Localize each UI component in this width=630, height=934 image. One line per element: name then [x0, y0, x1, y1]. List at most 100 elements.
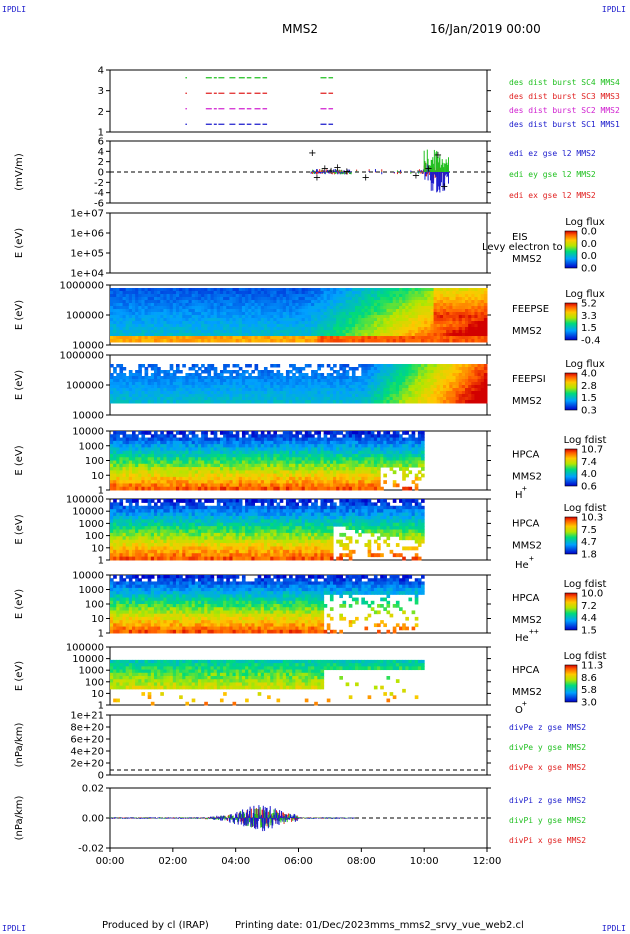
panel-4-cell: [452, 385, 457, 389]
panel-3-cell: [147, 318, 152, 322]
panel-5-cell: [245, 483, 249, 488]
panel-5-cell: [179, 450, 183, 455]
panel-4-cell: [232, 379, 237, 383]
panel-5-cell: [141, 457, 146, 461]
panel-3-cell: [182, 300, 186, 304]
panel-3-cell: [238, 291, 243, 295]
panel-3-cell: [267, 291, 271, 295]
panel-4-cell: [216, 379, 221, 383]
panel-3-cell: [446, 297, 450, 301]
panel-5-cell: [135, 447, 139, 452]
panel-5-cell: [216, 444, 221, 448]
panel-3-cell: [471, 327, 475, 331]
panel-3-cell: [241, 288, 246, 292]
panel-3-cell: [295, 315, 299, 319]
panel-1-ytick-label: 4: [98, 147, 104, 158]
panel-5-cell: [150, 437, 155, 442]
panel-5-cell: [210, 444, 215, 448]
panel-3-cell: [320, 318, 325, 322]
panel-3-cell: [458, 324, 463, 328]
panel-5-cell: [125, 473, 130, 478]
panel-3-cell: [241, 297, 246, 301]
panel-4-cell: [383, 364, 387, 368]
panel-3-cell: [364, 312, 369, 316]
panel-4-cell: [238, 376, 243, 380]
panel-4-cell: [304, 379, 309, 383]
panel-3-cell: [251, 291, 256, 295]
panel-3-cell: [235, 300, 240, 304]
panel-4-cell: [408, 379, 413, 383]
panel-3-cell: [163, 312, 168, 316]
panel-5-cell: [201, 437, 205, 442]
panel-4-cell: [197, 382, 202, 386]
panel-5-cell: [251, 447, 256, 452]
panel-3-cell: [477, 330, 482, 334]
panel-4-cell: [282, 388, 287, 392]
panel-3-cell: [298, 324, 303, 328]
panel-3-cell: [480, 294, 485, 298]
panel-3-cell: [427, 339, 431, 343]
panel-3-cell: [226, 330, 230, 334]
panel-5-cell: [210, 470, 215, 475]
panel-5-cell: [219, 483, 224, 488]
panel-3-cell: [392, 312, 397, 316]
panel-3-cell: [235, 333, 240, 337]
panel-5-cell: [135, 453, 139, 458]
panel-3-cell: [427, 318, 431, 322]
panel-3-cell: [449, 312, 453, 316]
panel-4-cell: [304, 382, 309, 386]
panel-3-cell: [276, 309, 281, 313]
panel-5-cell: [135, 467, 139, 471]
panel-4-cell: [480, 394, 485, 398]
panel-3-cell: [216, 303, 221, 307]
panel-3-cell: [175, 318, 180, 322]
panel-3-cell: [276, 327, 281, 331]
panel-5-cell: [116, 476, 120, 481]
panel-3-cell: [389, 309, 394, 313]
panel-3-cell: [411, 324, 416, 328]
panel-4-cell: [157, 376, 161, 380]
panel-3-cell: [197, 336, 202, 340]
panel-4-cell: [185, 379, 190, 383]
panel-3-cell: [226, 336, 230, 340]
panel-3-cell: [147, 288, 152, 292]
panel-3-cell: [292, 291, 296, 295]
panel-3-cell: [238, 330, 243, 334]
panel-4-cell: [386, 397, 391, 401]
panel-3-cell: [226, 318, 230, 322]
panel-3-cell: [329, 321, 334, 325]
panel-3-cell: [160, 321, 164, 325]
panel-4-cell: [270, 373, 274, 377]
panel-3-cell: [235, 336, 240, 340]
panel-5-cell: [204, 431, 208, 435]
panel-3-cell: [383, 339, 387, 343]
panel-3-cell: [477, 324, 482, 328]
panel-4-cell: [285, 382, 290, 386]
panel-3-cell: [443, 321, 447, 325]
panel-3-cell: [267, 336, 271, 340]
panel-3-cell: [317, 294, 321, 298]
panel-3-cell: [295, 321, 299, 325]
panel-5-cell: [194, 473, 199, 478]
panel-3-cell: [144, 330, 149, 334]
panel-3-cell: [430, 339, 435, 343]
panel-3-cell: [295, 318, 299, 322]
panel-5-cell: [223, 483, 227, 488]
panel-4-cell: [263, 394, 268, 398]
panel-3-cell: [411, 303, 416, 307]
panel-4-cell: [446, 379, 450, 383]
panel-3-cell: [279, 312, 284, 316]
panel-4-cell: [367, 382, 372, 386]
panel-3-cell: [439, 330, 444, 334]
panel-5-cell: [122, 447, 127, 452]
panel-3-cell: [229, 333, 234, 337]
panel-3-cell: [282, 324, 287, 328]
panel-4-cell: [251, 391, 256, 395]
panel-4-cell: [238, 400, 243, 404]
panel-3-cell: [383, 294, 387, 298]
panel-3-cell: [245, 321, 249, 325]
panel-3-cell: [128, 330, 133, 334]
panel-4-cell: [270, 364, 274, 368]
panel-4-cell: [301, 373, 306, 377]
panel-5-cell: [207, 450, 212, 455]
